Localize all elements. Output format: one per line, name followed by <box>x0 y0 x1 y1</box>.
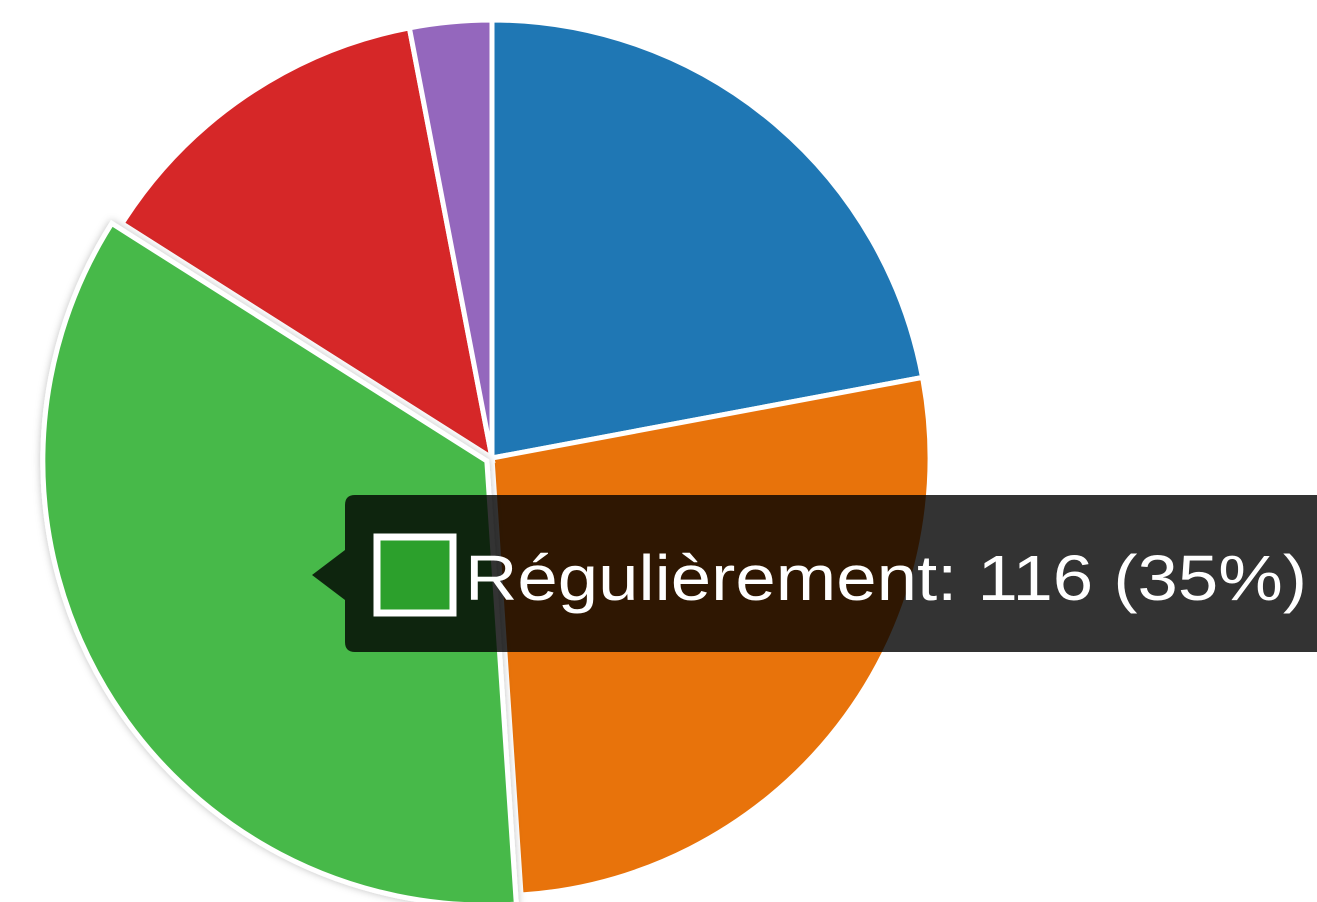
tooltip-box <box>312 495 1317 652</box>
pie-slice[interactable] <box>406 17 495 459</box>
pie-slice[interactable] <box>489 17 926 462</box>
tooltip-text: Régulièrement: 116 (35%) <box>465 542 1307 614</box>
tooltip: Régulièrement: 116 (35%) <box>312 495 1317 652</box>
tooltip-swatch <box>373 533 457 617</box>
pie-slice[interactable] <box>40 219 519 902</box>
pie-slice[interactable] <box>118 24 496 464</box>
pie <box>40 17 933 902</box>
